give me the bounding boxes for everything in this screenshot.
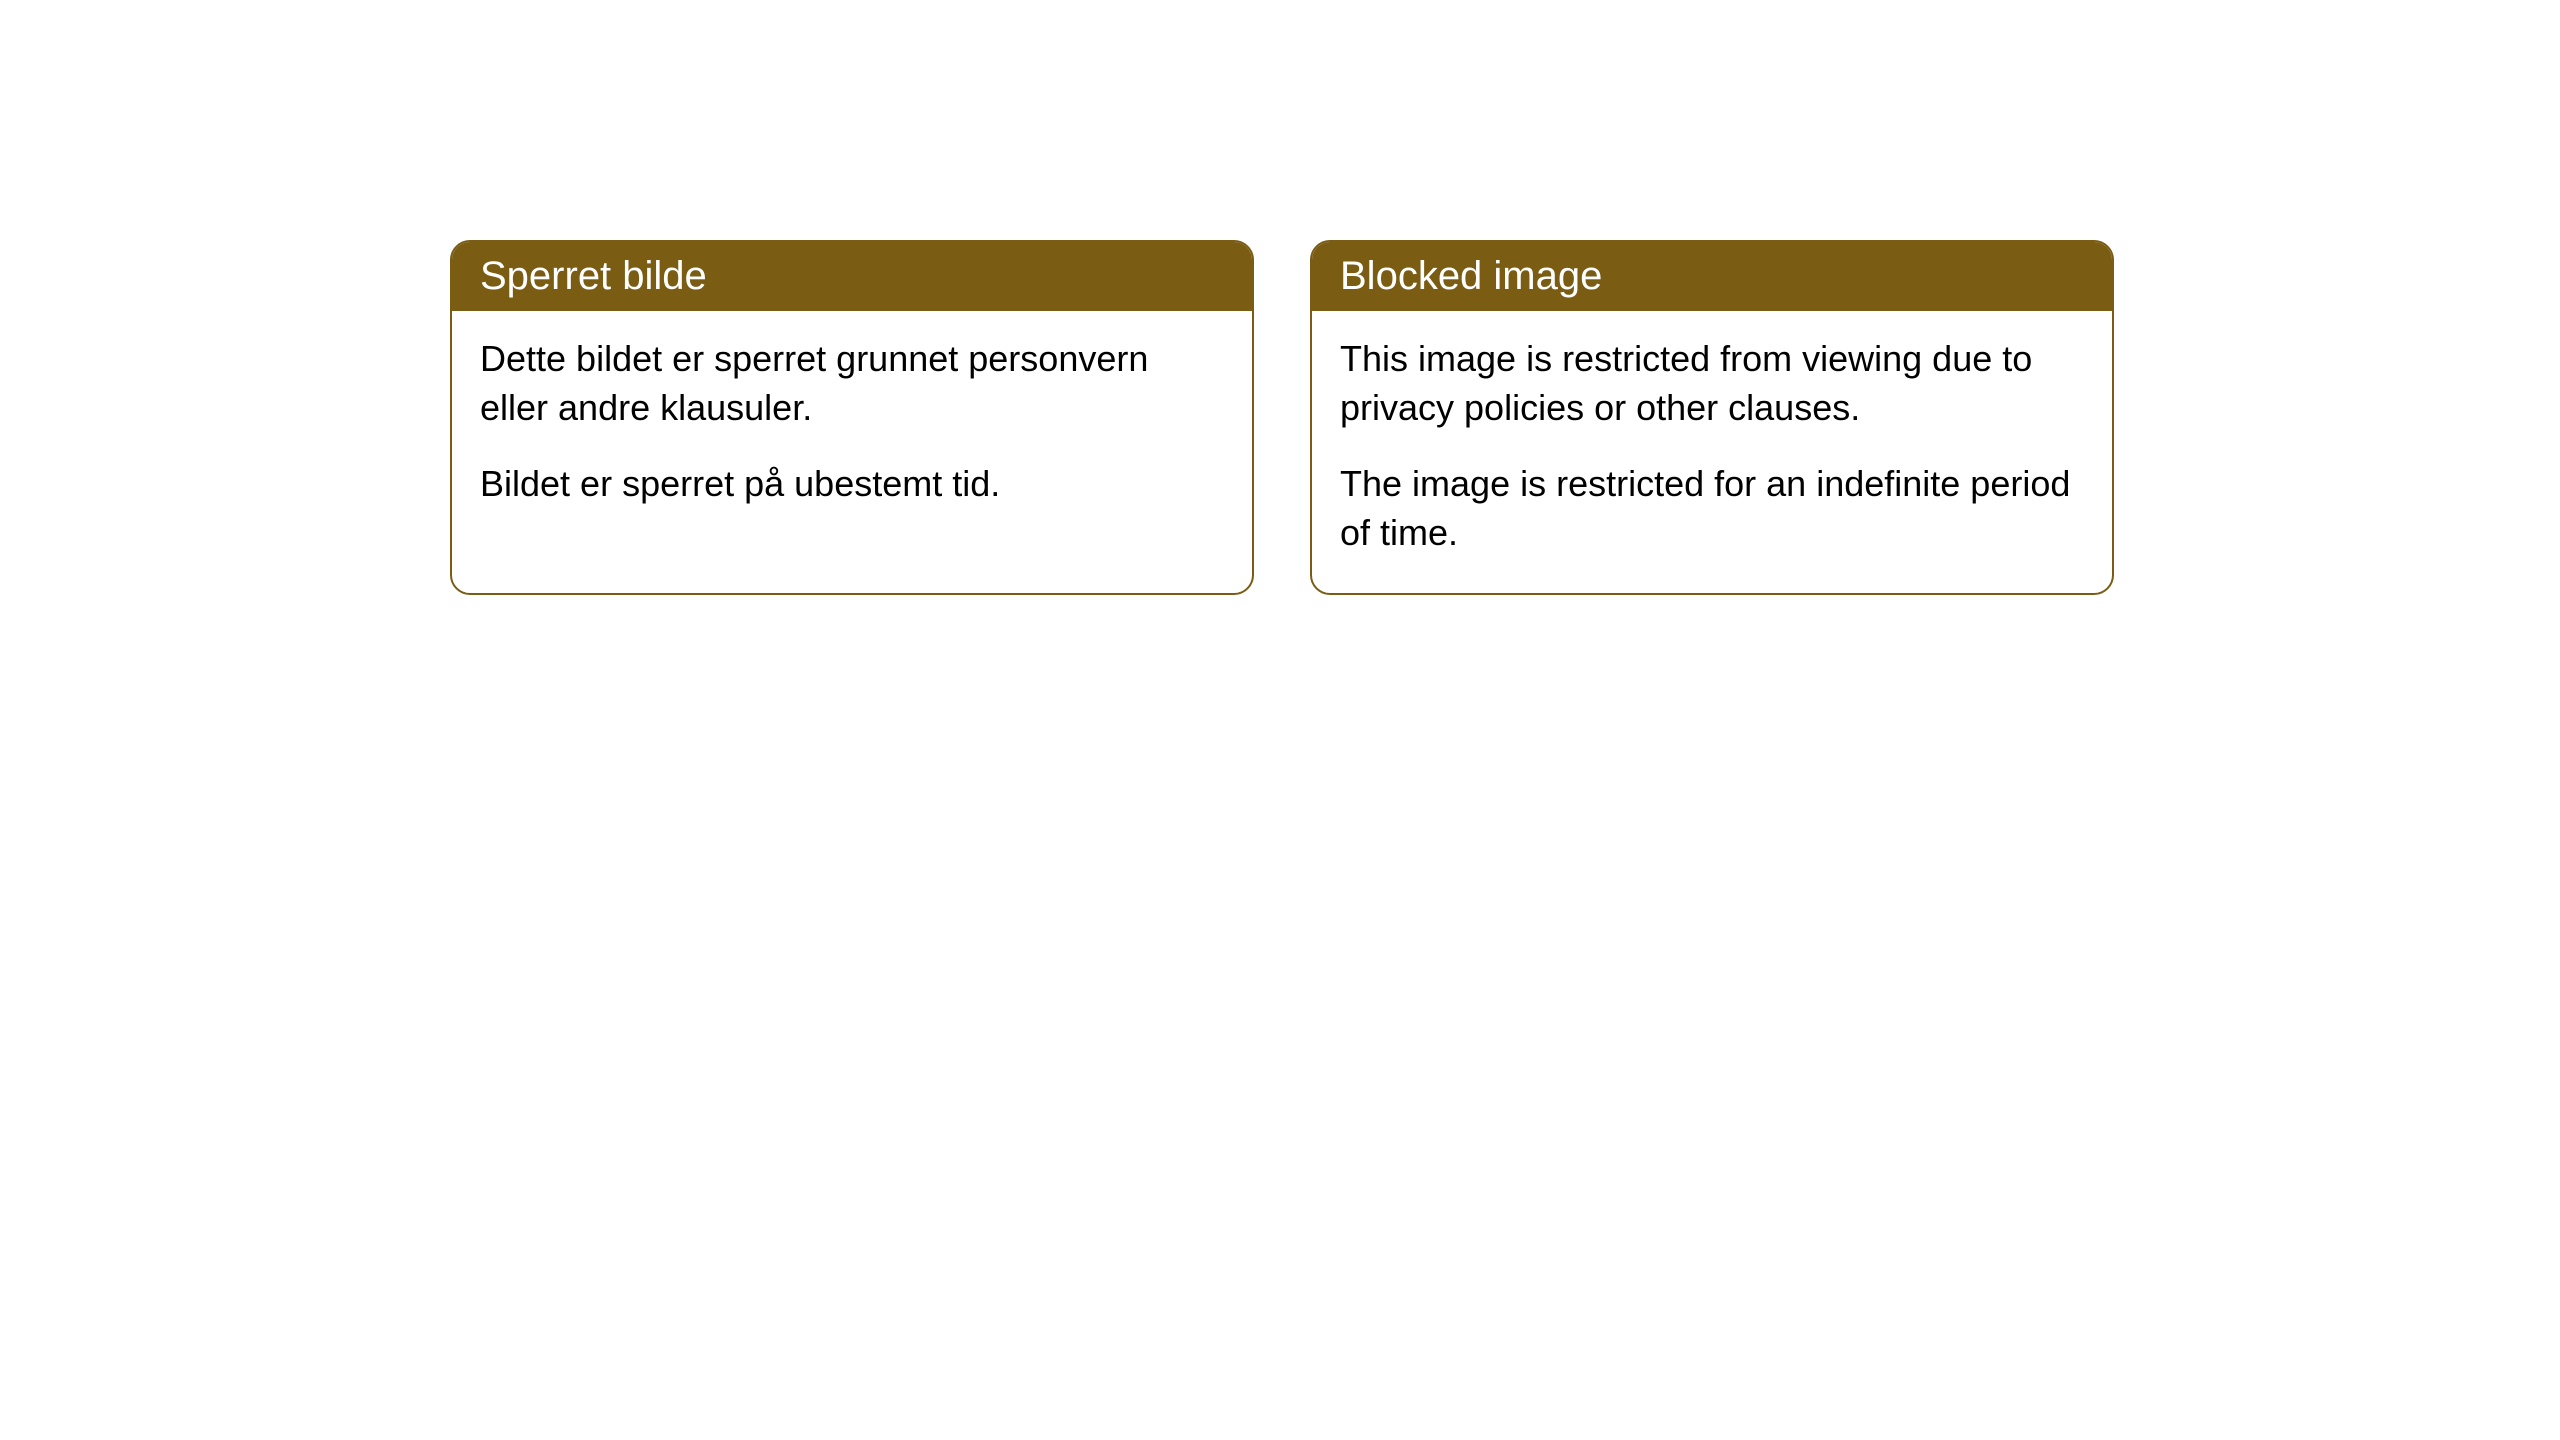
card-paragraph-2-norwegian: Bildet er sperret på ubestemt tid. bbox=[480, 460, 1224, 509]
card-paragraph-1-english: This image is restricted from viewing du… bbox=[1340, 335, 2084, 432]
card-header-norwegian: Sperret bilde bbox=[452, 242, 1252, 311]
card-body-norwegian: Dette bildet er sperret grunnet personve… bbox=[452, 311, 1252, 545]
cards-container: Sperret bilde Dette bildet er sperret gr… bbox=[0, 0, 2560, 595]
card-body-english: This image is restricted from viewing du… bbox=[1312, 311, 2112, 593]
blocked-image-card-norwegian: Sperret bilde Dette bildet er sperret gr… bbox=[450, 240, 1254, 595]
card-header-english: Blocked image bbox=[1312, 242, 2112, 311]
card-paragraph-1-norwegian: Dette bildet er sperret grunnet personve… bbox=[480, 335, 1224, 432]
card-paragraph-2-english: The image is restricted for an indefinit… bbox=[1340, 460, 2084, 557]
blocked-image-card-english: Blocked image This image is restricted f… bbox=[1310, 240, 2114, 595]
